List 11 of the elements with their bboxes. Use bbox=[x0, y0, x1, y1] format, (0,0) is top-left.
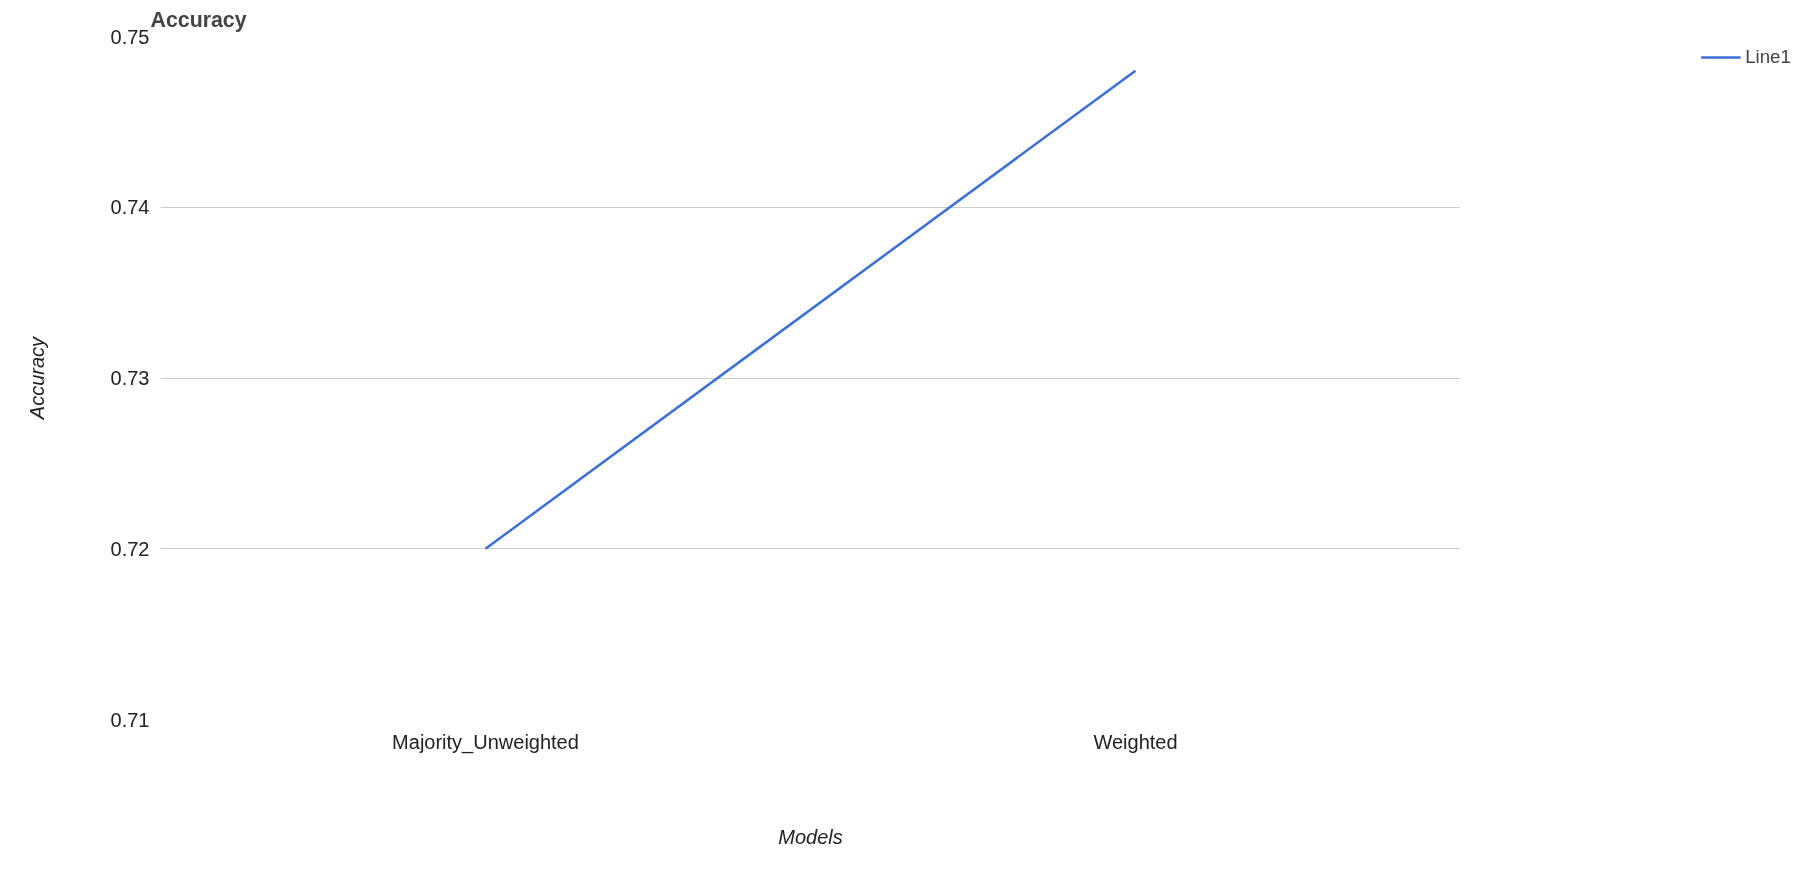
y-tick-label: 0.74 bbox=[110, 196, 150, 219]
x-axis-title: Models bbox=[778, 825, 843, 848]
y-tick-label: 0.72 bbox=[110, 537, 150, 560]
x-tick-label: Majority_Unweighted bbox=[392, 730, 579, 754]
y-tick-label: 0.71 bbox=[110, 708, 150, 731]
chart-title: Accuracy bbox=[150, 7, 247, 32]
y-tick-label: 0.73 bbox=[110, 367, 150, 389]
legend-label: Line1 bbox=[1745, 46, 1791, 68]
y-axis-title: Accuracy bbox=[25, 335, 48, 421]
y-tick-label: 0.75 bbox=[110, 25, 150, 48]
x-tick-label: Weighted bbox=[1093, 730, 1178, 753]
